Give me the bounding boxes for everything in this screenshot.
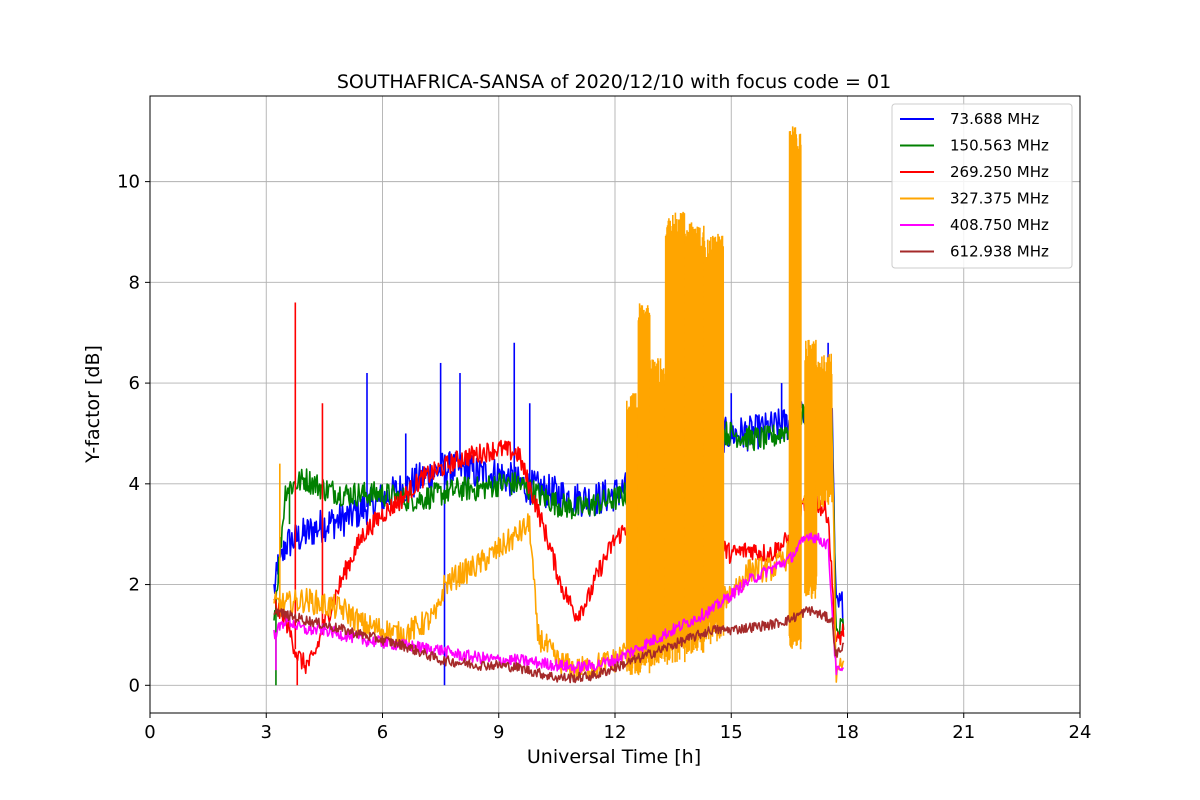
series-oscillation [637, 303, 651, 676]
x-tick-label: 21 [952, 722, 975, 743]
series-oscillation [625, 393, 640, 675]
series-line [273, 439, 845, 675]
series-line [273, 394, 845, 635]
y-tick-label: 0 [129, 675, 140, 696]
series-group [273, 126, 845, 686]
y-tick-label: 6 [129, 373, 140, 394]
x-tick-label: 9 [493, 722, 504, 743]
series-oscillation [664, 211, 686, 665]
x-tick-label: 18 [836, 722, 859, 743]
series-5 [273, 532, 844, 676]
y-tick-label: 2 [129, 575, 140, 596]
legend-label: 327.375 MHz [950, 190, 1049, 208]
x-axis-title: Universal Time [h] [527, 746, 701, 768]
series-oscillation [815, 353, 833, 509]
legend-label: 73.688 MHz [950, 110, 1039, 128]
x-tick-label: 3 [261, 722, 272, 743]
series-oscillation [788, 126, 802, 650]
x-tick-label: 15 [720, 722, 743, 743]
x-tick-label: 24 [1069, 722, 1092, 743]
series-line [273, 532, 844, 676]
y-tick-label: 10 [117, 172, 140, 193]
legend-label: 612.938 MHz [950, 243, 1049, 261]
y-tick-label: 4 [129, 474, 140, 495]
legend-label: 269.250 MHz [950, 163, 1049, 181]
series-6 [273, 606, 845, 684]
legend-label: 150.563 MHz [950, 137, 1049, 155]
x-tick-label: 0 [144, 722, 155, 743]
y-tick-label: 8 [129, 272, 140, 293]
series-oscillation [649, 358, 667, 667]
y-axis-title: Y-factor [dB] [82, 345, 104, 464]
series-line [273, 606, 845, 684]
series-oscillation [684, 222, 705, 655]
x-tick-label: 6 [377, 722, 388, 743]
series-oscillation [804, 339, 818, 599]
x-tick-label: 12 [604, 722, 627, 743]
chart-title: SOUTHAFRICA-SANSA of 2020/12/10 with foc… [337, 71, 891, 93]
legend-label: 408.750 MHz [950, 216, 1049, 234]
series-oscillation [703, 233, 725, 645]
legend-box [891, 103, 1073, 269]
legend: 73.688 MHz 150.563 MHz 269.250 MHz 327.375 … [891, 103, 1073, 269]
